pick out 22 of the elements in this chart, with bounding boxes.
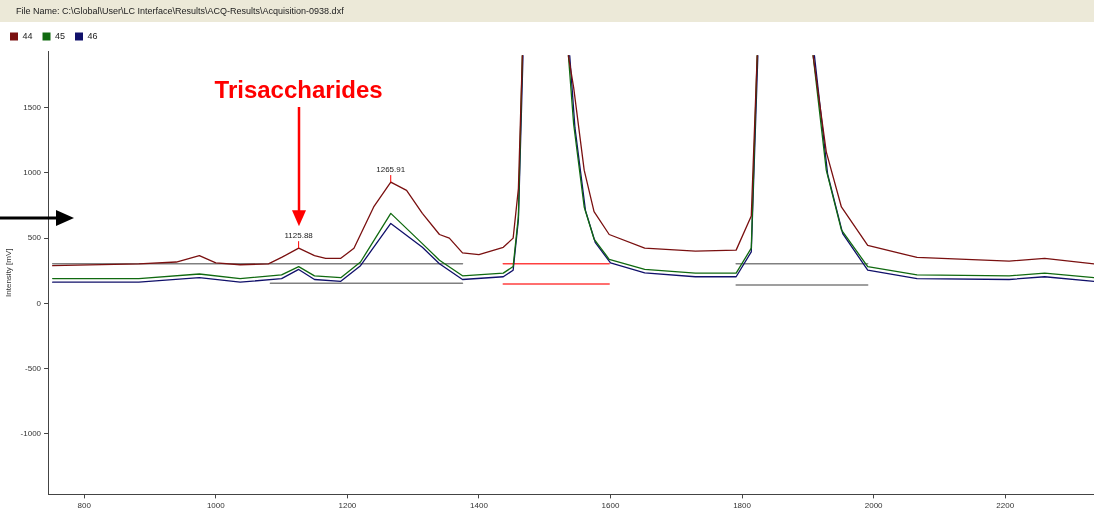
legend-label: 45 (55, 30, 66, 41)
y-axis-title: Intensity [mV] (4, 248, 13, 297)
chart-title: File Name: C:\Global\User\LC Interface\Results\ACQ-Results\Acquisition-0938.dxf (0, 0, 1094, 22)
x-tick-label: 1600 (601, 501, 620, 511)
annotation: 1125.88 (284, 231, 314, 241)
y-tick-label: -500 (25, 363, 42, 373)
legend-label: 46 (87, 30, 98, 41)
x-tick-label: 800 (77, 501, 92, 511)
x-tick-label: 2000 (864, 501, 884, 511)
x-tick-label: 1400 (470, 501, 489, 511)
x-tick-label: 1000 (206, 501, 226, 511)
y-tick-label: -1000 (20, 428, 42, 438)
annotation: Trisaccharides (214, 75, 383, 103)
x-tick-label: 1800 (733, 501, 752, 511)
y-tick-label: 1000 (23, 168, 42, 178)
legend-label: 44 (22, 30, 33, 41)
y-tick-label: 500 (27, 233, 42, 243)
x-tick-label: 1200 (338, 501, 357, 511)
y-tick-label: 0 (36, 298, 42, 308)
y-tick-label: 1500 (23, 102, 42, 112)
x-tick-label: 2200 (996, 501, 1015, 511)
annotation: 1265.91 (376, 165, 406, 175)
